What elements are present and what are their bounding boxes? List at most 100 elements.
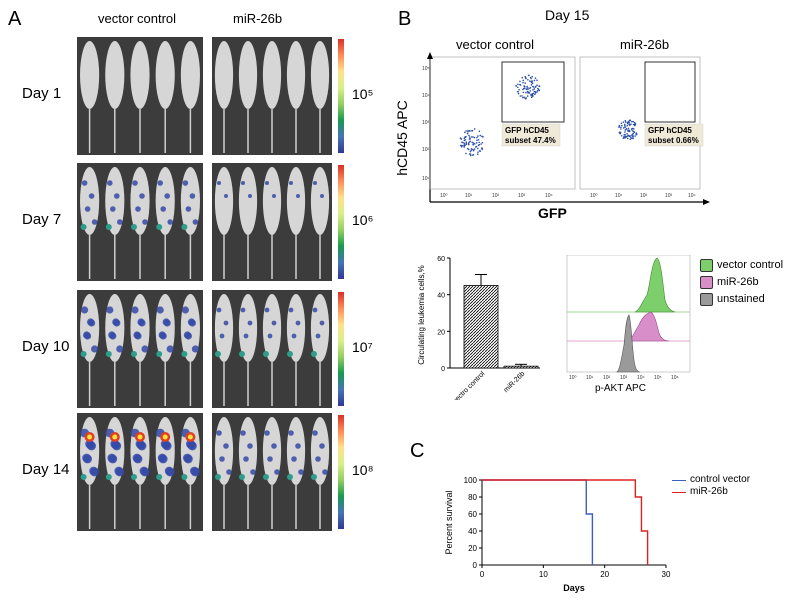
svg-text:10⁵: 10⁵	[654, 375, 662, 381]
legend-swatch	[700, 276, 713, 289]
mouse-image-mir	[212, 290, 332, 408]
bar-chart: 0 20 40 60 vectro control miR-26b Circulating …	[417, 256, 540, 400]
panel-b-title: Day 15	[545, 7, 590, 23]
survival-series	[482, 479, 649, 565]
survival-legend: control vector miR-26b	[672, 474, 750, 498]
panel-a-letter: A	[8, 8, 22, 30]
svg-text:10¹: 10¹	[422, 176, 430, 182]
svg-text:10²: 10²	[640, 193, 648, 199]
category-label: vectro control	[452, 370, 487, 400]
intensity-scale-bar	[338, 415, 344, 529]
flow-ylabel: hCD45 APC	[394, 100, 410, 176]
y-tick-label: 60	[437, 256, 445, 263]
svg-text:10¹: 10¹	[465, 193, 473, 199]
legend-label: unstained	[717, 293, 765, 305]
y-tick-label: 40	[468, 527, 477, 536]
svg-text:10³: 10³	[518, 193, 526, 199]
day-label: Day 10	[22, 338, 70, 355]
scale-exponent: 10⁷	[352, 339, 373, 355]
svg-text:10⁴: 10⁴	[637, 375, 645, 381]
survival-xlabel: Days	[563, 583, 585, 593]
survival-legend-label: miR-26b	[690, 486, 728, 497]
svg-text:10²: 10²	[492, 193, 500, 199]
x-tick-label: 20	[600, 570, 609, 579]
x-tick-label: 30	[662, 570, 671, 579]
gate-vector-label-2: subset 47.4%	[505, 136, 556, 145]
survival-legend-line	[672, 491, 686, 493]
bar	[503, 365, 539, 369]
flow-xlabel: GFP	[538, 205, 567, 221]
svg-text:10⁰: 10⁰	[590, 193, 598, 199]
intensity-scale-bar	[338, 292, 344, 406]
y-tick-label: 100	[464, 476, 478, 485]
y-tick-label: 0	[441, 366, 445, 373]
y-tick-label: 40	[437, 293, 445, 300]
svg-text:10⁴: 10⁴	[688, 193, 696, 199]
intensity-scale-bar	[338, 39, 344, 153]
legend-item: vector control	[700, 257, 783, 274]
survival-ylabel: Percent survival	[444, 490, 454, 554]
intensity-scale-bar	[338, 165, 344, 279]
svg-text:10³: 10³	[422, 120, 430, 126]
mouse-image-vector	[77, 413, 203, 531]
legend-label: vector control	[717, 259, 784, 271]
svg-text:10⁰: 10⁰	[569, 375, 577, 381]
hist-vector-control	[634, 257, 676, 313]
flow-col-mir: miR-26b	[620, 37, 670, 52]
scale-exponent: 10⁶	[352, 212, 374, 228]
y-tick-label: 0	[473, 561, 478, 570]
flow-col-vector: vector control	[456, 37, 535, 52]
gate-vector-label-1: GFP hCD45	[505, 126, 549, 135]
flow-plot-vector-frame	[429, 56, 576, 190]
hist-xlabel: p-AKT APC	[595, 383, 646, 394]
day-label: Day 1	[22, 85, 62, 102]
panel-a-col-mir: miR-26b	[233, 11, 283, 26]
mouse-image-mir	[212, 37, 332, 155]
y-tick-label: 60	[468, 510, 477, 519]
survival-legend-label: control vector	[690, 474, 751, 485]
gate-mir	[644, 61, 696, 123]
mouse-image-vector	[77, 37, 203, 155]
mouse-image-vector	[77, 163, 203, 281]
bar	[463, 285, 499, 369]
bar-ylabel: Circulating leukemia cells,%	[417, 265, 426, 365]
svg-text:10⁰: 10⁰	[440, 193, 448, 199]
hist-unstained	[616, 314, 641, 373]
flow-cytometry-plots: 10⁵ 10⁴ 10³ 10² 10¹ 10⁰ 10¹ 10² 10³ 10⁴ 10⁰ 10¹ 10…	[422, 52, 710, 205]
survival-legend-item: control vector	[672, 474, 750, 486]
y-tick-label: 20	[468, 544, 477, 553]
legend-item: unstained	[700, 291, 783, 308]
y-tick-label: 20	[437, 329, 445, 336]
svg-text:10³: 10³	[620, 375, 628, 381]
hist-legend: vector control miR-26b unstained	[700, 257, 783, 308]
survival-series	[482, 479, 594, 565]
svg-text:10⁴: 10⁴	[545, 193, 553, 199]
svg-text:10⁶: 10⁶	[671, 375, 679, 381]
category-label: miR-26b	[503, 370, 527, 394]
x-tick-label: 10	[539, 570, 548, 579]
mouse-image-vector	[77, 290, 203, 408]
hist-mir26b	[626, 311, 670, 342]
svg-text:10²: 10²	[603, 375, 611, 381]
gate-vector	[501, 61, 565, 123]
panel-a-col-vector: vector control	[98, 11, 177, 26]
scale-exponent: 10⁵	[352, 86, 374, 102]
survival-legend-line	[672, 479, 686, 481]
mouse-image-mir	[212, 163, 332, 281]
pakt-histogram: 10⁰ 10¹ 10² 10³ 10⁴ 10⁵ 10⁶ p-AKT APC	[566, 255, 691, 394]
svg-text:10¹: 10¹	[615, 193, 623, 199]
x-tick-label: 0	[480, 570, 485, 579]
legend-swatch	[700, 293, 713, 306]
survival-chart: 0 20 40 60 80 100 0 10 20 30 Days Percent survival	[444, 476, 671, 593]
flow-plot-mir-frame	[579, 56, 701, 190]
y-tick-label: 80	[468, 493, 477, 502]
day-label: Day 14	[22, 461, 70, 478]
gate-mir-label-2: subset 0.66%	[648, 136, 699, 145]
svg-text:10²: 10²	[422, 147, 430, 153]
svg-text:10⁵: 10⁵	[422, 66, 430, 72]
survival-legend-item: miR-26b	[672, 486, 750, 498]
gate-mir-label-1: GFP hCD45	[648, 126, 692, 135]
svg-text:10⁴: 10⁴	[422, 93, 430, 99]
legend-swatch	[700, 259, 713, 272]
legend-label: miR-26b	[717, 276, 759, 288]
